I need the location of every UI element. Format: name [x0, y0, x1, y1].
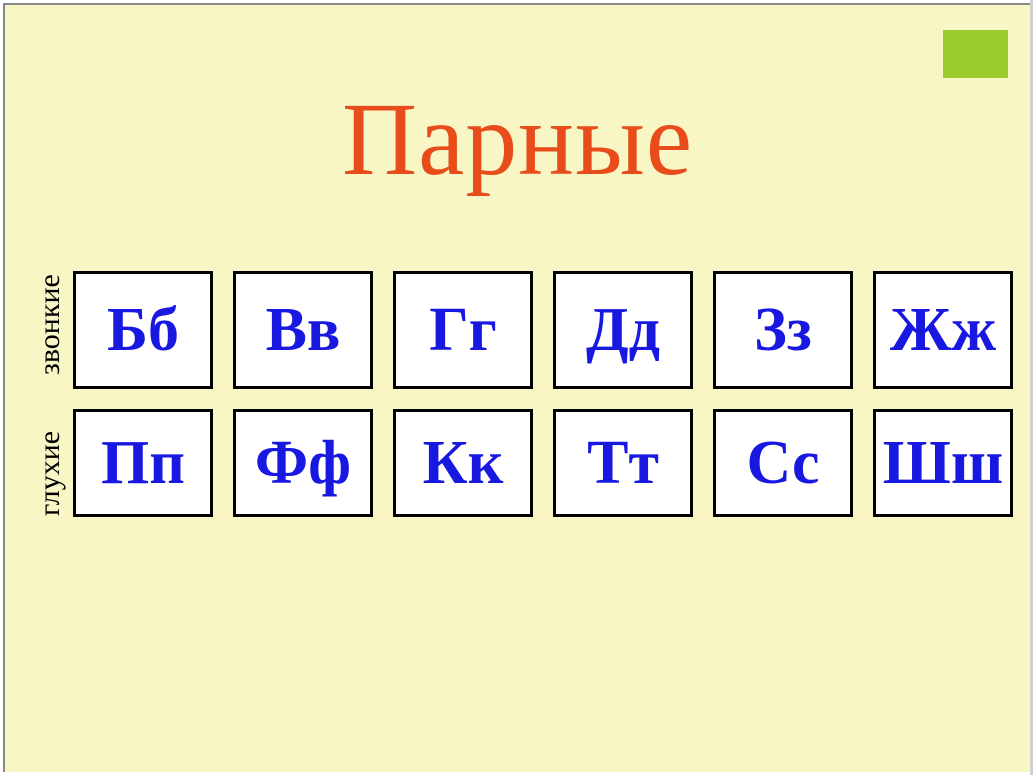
letter-cell: Пп: [73, 409, 213, 517]
grid-row-voiced: Бб Вв Гг Дд Зз Жж: [73, 271, 1013, 389]
letter-cell: Фф: [233, 409, 373, 517]
letter-cell: Дд: [553, 271, 693, 389]
letter-grid: Бб Вв Гг Дд Зз Жж Пп Фф Кк Тт Сс Шш: [73, 271, 1013, 537]
letter-cell: Шш: [873, 409, 1013, 517]
slide-canvas: Парные звонкие глухие Бб Вв Гг Дд Зз Жж …: [3, 3, 1030, 772]
letter-cell: Зз: [713, 271, 853, 389]
letter-cell: Кк: [393, 409, 533, 517]
grid-row-voiceless: Пп Фф Кк Тт Сс Шш: [73, 409, 1013, 517]
slide-title: Парные: [5, 80, 1030, 199]
letter-cell: Тт: [553, 409, 693, 517]
letter-cell: Вв: [233, 271, 373, 389]
row-label-voiced: звонкие: [33, 255, 67, 395]
letter-cell: Сс: [713, 409, 853, 517]
letter-cell: Жж: [873, 271, 1013, 389]
letter-cell: Бб: [73, 271, 213, 389]
letter-cell: Гг: [393, 271, 533, 389]
row-label-voiceless: глухие: [33, 413, 67, 533]
corner-accent-box: [943, 30, 1008, 78]
